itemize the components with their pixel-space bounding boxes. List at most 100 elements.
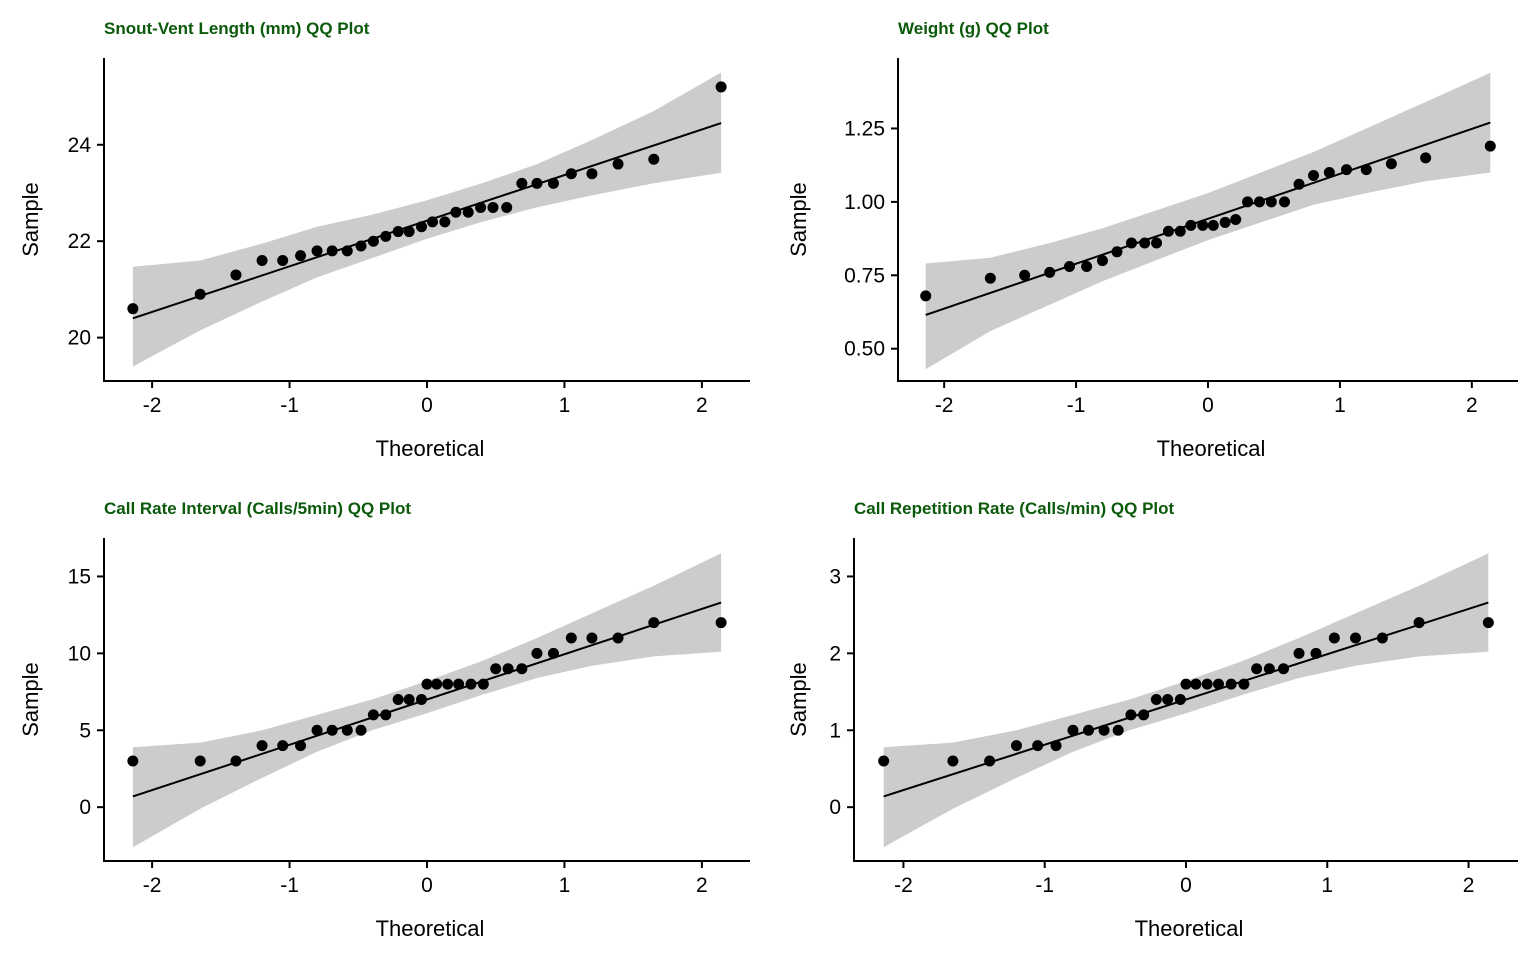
data-point: [1138, 709, 1150, 721]
data-point: [230, 755, 242, 767]
x-tick-label: 2: [1466, 394, 1478, 417]
data-point: [277, 254, 289, 266]
data-point: [380, 230, 392, 242]
data-point: [256, 254, 268, 266]
data-point: [1277, 663, 1289, 675]
data-point: [1341, 164, 1353, 176]
x-tick-label: 0: [421, 874, 433, 897]
data-point: [565, 168, 577, 180]
panel-title: Call Rate Interval (Calls/5min) QQ Plot: [104, 499, 411, 518]
data-point: [1185, 219, 1197, 231]
x-tick-label: 0: [421, 394, 433, 417]
data-point: [1162, 225, 1174, 237]
data-point: [586, 632, 598, 644]
data-point: [1293, 178, 1305, 190]
data-point: [230, 269, 242, 281]
data-point: [1230, 214, 1242, 225]
y-tick-label: 15: [68, 565, 91, 588]
x-tick-label: 1: [1321, 874, 1333, 897]
data-point: [1251, 663, 1263, 675]
x-tick-label: -1: [280, 874, 299, 897]
data-point: [984, 272, 996, 284]
data-point: [1219, 216, 1231, 228]
data-point: [295, 740, 307, 752]
data-point: [1139, 237, 1151, 249]
data-point: [475, 201, 487, 213]
y-tick-label: 3: [829, 565, 841, 588]
data-point: [127, 755, 139, 767]
data-point: [426, 216, 438, 228]
panel-title: Snout-Vent Length (mm) QQ Plot: [104, 19, 370, 38]
data-point: [1111, 246, 1123, 258]
x-axis-label: Theoretical: [376, 916, 485, 941]
x-tick-label: -1: [1067, 394, 1086, 417]
data-point: [1162, 694, 1174, 705]
x-tick-label: -1: [1035, 874, 1054, 897]
data-point: [947, 755, 959, 767]
data-point: [1293, 647, 1305, 659]
data-point: [442, 678, 454, 690]
data-point: [1376, 632, 1388, 644]
data-point: [715, 81, 727, 93]
data-point: [547, 647, 559, 659]
data-point: [326, 724, 338, 736]
y-tick-label: 1: [829, 719, 841, 742]
panel-title: Call Repetition Rate (Calls/min) QQ Plot: [854, 499, 1175, 518]
data-point: [586, 168, 598, 180]
data-point: [502, 663, 514, 675]
x-axis-label: Theoretical: [376, 436, 485, 461]
data-point: [1350, 632, 1362, 644]
x-tick-label: -2: [894, 874, 913, 897]
data-point: [311, 724, 323, 736]
x-tick-label: 2: [696, 874, 708, 897]
data-point: [462, 206, 474, 218]
y-tick-label: 2: [829, 642, 841, 665]
data-point: [1098, 724, 1110, 736]
data-point: [367, 709, 379, 721]
data-point: [1044, 266, 1056, 278]
data-point: [1225, 678, 1237, 690]
x-tick-label: 1: [559, 874, 571, 897]
data-point: [1032, 740, 1044, 752]
x-axis-label: Theoretical: [1135, 916, 1244, 941]
data-point: [416, 221, 428, 233]
x-tick-label: 0: [1202, 394, 1214, 417]
panel-title: Weight (g) QQ Plot: [898, 19, 1049, 38]
y-tick-label: 0.75: [844, 264, 885, 287]
data-point: [1482, 617, 1494, 629]
data-point: [1063, 260, 1075, 272]
data-point: [1174, 225, 1186, 237]
data-point: [1019, 269, 1031, 281]
y-tick-label: 22: [68, 230, 91, 253]
data-point: [277, 740, 289, 752]
data-point: [341, 724, 353, 736]
data-point: [392, 694, 404, 705]
qq-panel-4: Call Repetition Rate (Calls/min) QQ Plot…: [786, 499, 1518, 941]
data-point: [648, 153, 660, 165]
data-point: [490, 663, 502, 675]
data-point: [355, 240, 367, 252]
y-tick-label: 0: [829, 796, 841, 819]
data-point: [1174, 694, 1186, 705]
y-axis-label: Sample: [18, 182, 43, 257]
data-point: [547, 177, 559, 189]
data-point: [453, 678, 465, 690]
reference-line: [925, 121, 1491, 316]
data-point: [465, 678, 477, 690]
x-tick-label: -1: [280, 394, 299, 417]
data-point: [431, 678, 443, 690]
data-point: [531, 177, 543, 189]
data-point: [1151, 237, 1163, 249]
x-tick-label: -2: [935, 394, 954, 417]
data-point: [1279, 196, 1291, 208]
data-point: [1413, 617, 1425, 629]
x-tick-label: 0: [1180, 874, 1192, 897]
qq-panel-3: Call Rate Interval (Calls/5min) QQ Plot -…: [18, 499, 750, 941]
data-point: [612, 158, 624, 170]
x-tick-label: 1: [559, 394, 571, 417]
data-point: [355, 724, 367, 736]
data-point: [1253, 196, 1265, 208]
qq-panel-2: Weight (g) QQ Plot -2 -1 0 1 2 0.50 0.75 1.00 1.2…: [786, 19, 1518, 461]
y-tick-label: 20: [68, 327, 91, 350]
